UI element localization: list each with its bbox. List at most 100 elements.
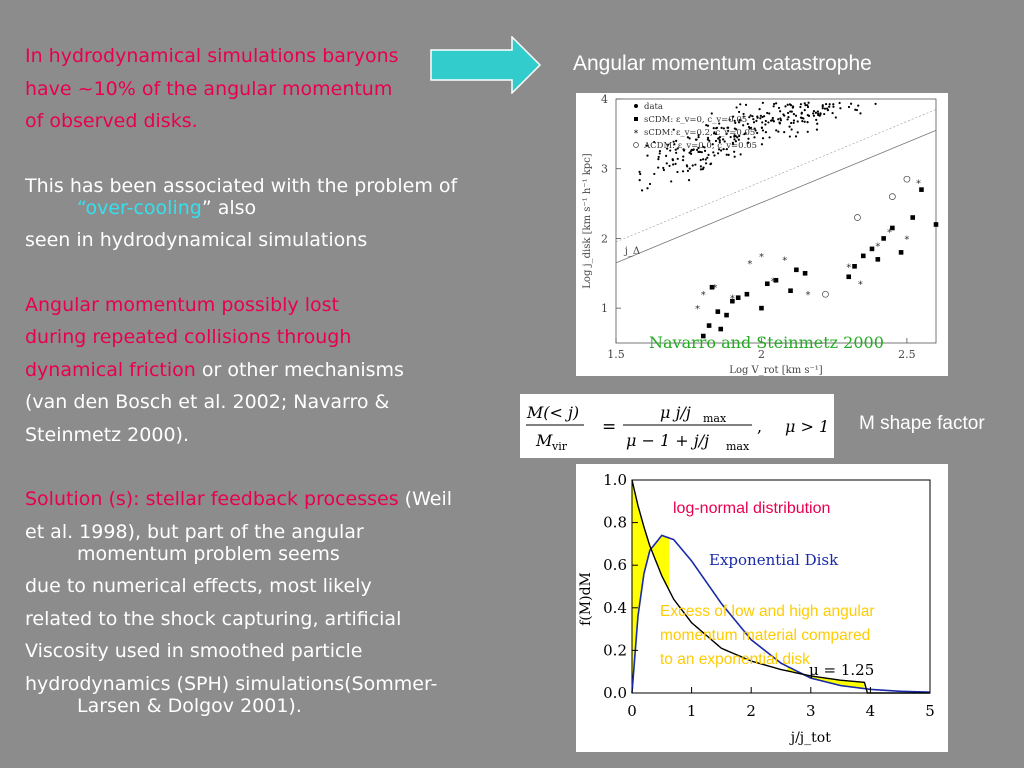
scdm-square-point xyxy=(744,291,750,297)
data-point xyxy=(682,155,685,158)
excess-high-fill xyxy=(786,666,865,689)
data-point xyxy=(772,119,775,122)
x-tick-label: 2 xyxy=(746,702,756,720)
solution-feedback: Solution (s): stellar feedback processes xyxy=(25,488,399,510)
x-tick-label: 2 xyxy=(758,348,765,361)
data-point xyxy=(803,109,806,112)
data-point xyxy=(718,141,721,144)
data-point xyxy=(640,189,644,192)
data-point xyxy=(760,126,764,130)
data-point xyxy=(742,115,745,118)
data-point xyxy=(697,136,700,139)
data-point xyxy=(704,158,707,161)
scdm-star-point: * xyxy=(747,259,752,270)
data-point xyxy=(799,103,803,106)
excess-annotation-line: to an exponential disk xyxy=(660,651,810,668)
data-point xyxy=(796,131,799,134)
x-tick-label: 1.5 xyxy=(607,348,625,361)
x-tick-label: 1 xyxy=(687,702,697,720)
m-shape-factor-label: M shape factor xyxy=(859,413,985,434)
data-point xyxy=(697,146,700,150)
data-point xyxy=(832,103,835,106)
scdm-square-point xyxy=(898,250,904,255)
data-point xyxy=(791,106,794,109)
scdm-star-point: * xyxy=(846,262,851,273)
data-point xyxy=(751,115,754,118)
x-axis-label: j/j_tot xyxy=(789,730,831,746)
scdm-square-point xyxy=(759,305,764,311)
data-point xyxy=(737,138,740,141)
scdm-square-point xyxy=(881,236,886,241)
solution-line-4: due to numerical effects, most likely xyxy=(25,575,372,597)
data-point xyxy=(767,121,770,124)
data-point xyxy=(696,148,699,151)
data-point xyxy=(766,111,769,115)
data-point xyxy=(753,127,756,130)
data-point xyxy=(699,158,702,162)
data-point xyxy=(756,115,759,118)
data-point xyxy=(673,143,676,146)
data-point xyxy=(792,121,795,125)
data-point xyxy=(662,168,665,172)
x-tick-label: 2.5 xyxy=(898,348,916,361)
data-point xyxy=(854,108,857,111)
data-point xyxy=(815,128,819,131)
observed-data-points xyxy=(638,101,877,192)
data-point xyxy=(801,120,804,123)
data-point xyxy=(826,107,829,110)
data-point xyxy=(720,149,723,152)
data-point xyxy=(812,112,815,115)
data-point xyxy=(681,159,685,162)
scdm-square-point xyxy=(706,323,712,328)
data-point xyxy=(796,120,799,123)
data-point xyxy=(742,124,745,127)
data-point xyxy=(733,138,736,141)
data-point xyxy=(725,153,728,156)
data-point xyxy=(706,124,710,127)
data-point xyxy=(722,138,725,141)
data-point xyxy=(789,110,792,113)
data-point xyxy=(675,151,678,154)
legend-label: sCDM: ε_v=0, c_v=0.05 xyxy=(644,115,747,125)
overcooling-line-2: “over-cooling” also xyxy=(25,196,495,220)
data-point xyxy=(821,107,824,110)
data-point xyxy=(708,139,711,142)
data-point xyxy=(648,182,652,186)
data-point xyxy=(638,170,641,174)
data-point xyxy=(725,148,728,151)
data-point xyxy=(739,103,742,106)
data-point xyxy=(712,127,715,130)
over-cooling-term: over-cooling xyxy=(85,197,202,219)
data-point xyxy=(838,101,841,105)
data-point xyxy=(709,163,712,166)
data-point xyxy=(807,114,811,117)
data-point xyxy=(723,140,726,143)
data-point xyxy=(688,151,691,154)
excess-low-fill xyxy=(632,480,669,693)
data-point xyxy=(790,121,793,125)
data-point xyxy=(775,129,778,132)
data-point xyxy=(772,105,775,108)
data-point xyxy=(771,116,774,120)
left-text-block: In hydrodynamical simulations baryons ha… xyxy=(25,40,495,722)
reference-line-2: Steinmetz 2000). xyxy=(25,423,189,446)
solution-line-1: Solution (s): stellar feedback processes… xyxy=(25,483,495,516)
data-point xyxy=(716,152,720,155)
data-point xyxy=(828,103,831,106)
data-point xyxy=(681,170,685,173)
data-point xyxy=(764,119,767,123)
scdm-star-point: * xyxy=(806,290,811,301)
data-point xyxy=(828,105,831,108)
scdm-star-point: * xyxy=(875,241,880,252)
y-tick-label: 0.8 xyxy=(603,514,627,532)
scdm-square-point xyxy=(709,284,715,290)
excess-annotation-line: momentum material compared xyxy=(660,627,870,644)
data-point xyxy=(687,179,691,182)
x-tick-label: 5 xyxy=(925,702,935,720)
right-title: Angular momentum catastrophe xyxy=(573,52,872,75)
data-point xyxy=(800,111,803,114)
data-point xyxy=(712,151,715,154)
legend-marker xyxy=(634,104,638,108)
data-point xyxy=(787,116,790,119)
scdm-square-point xyxy=(869,246,875,252)
